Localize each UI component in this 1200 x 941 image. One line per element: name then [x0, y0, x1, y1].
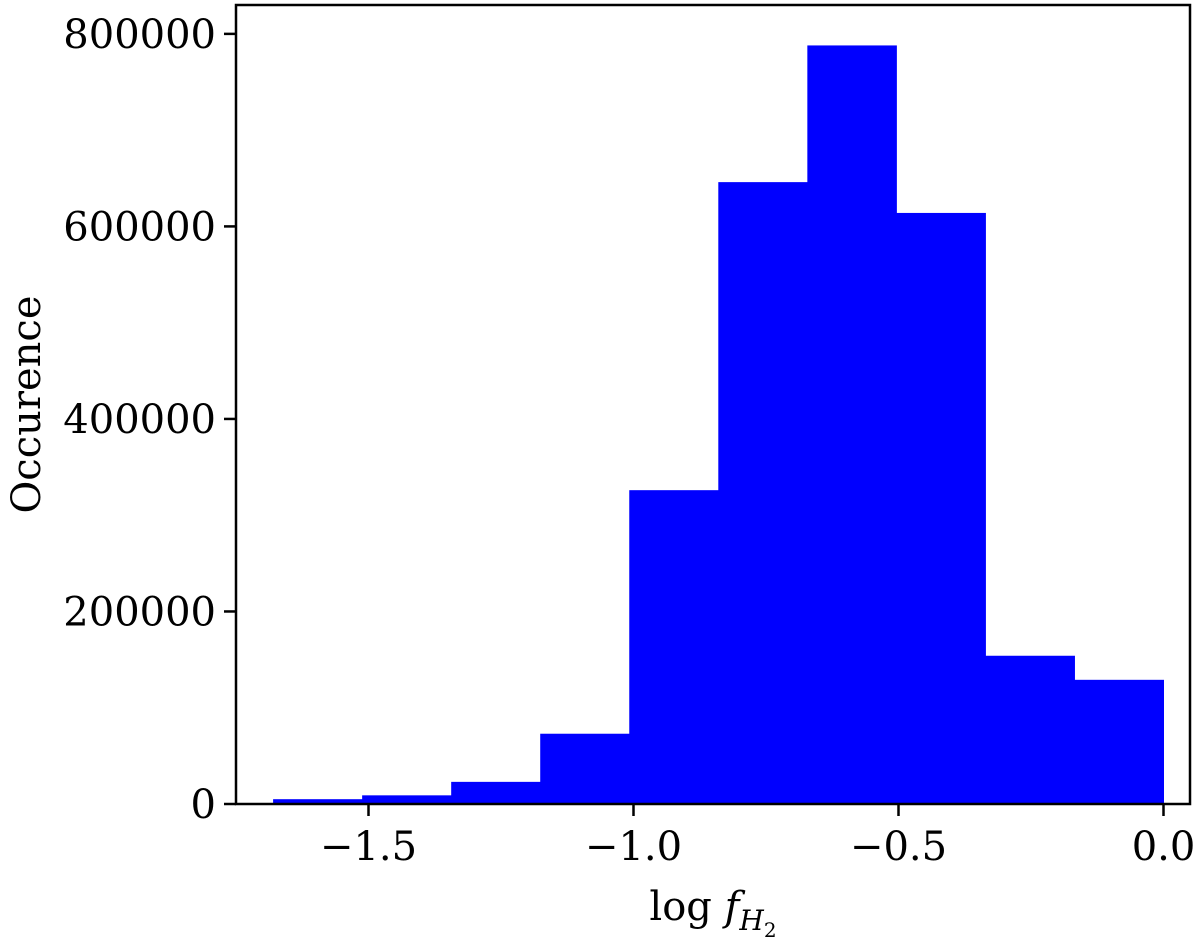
histogram-bar — [1074, 679, 1164, 804]
y-axis-ticks: 0 200000 400000 600000 800000 — [63, 12, 236, 828]
x-axis-label: log fH2 — [649, 884, 776, 941]
histogram-bar — [629, 490, 719, 804]
y-axis-label: Occurence — [4, 296, 50, 514]
histogram-bar — [451, 781, 541, 804]
histogram-bar — [540, 733, 630, 804]
histogram-bar — [718, 182, 808, 805]
histogram-bar — [807, 45, 897, 804]
x-axis-label-subsubscript: 2 — [764, 918, 777, 941]
x-tick-label: −1.5 — [320, 824, 417, 870]
x-axis-label-subscript: H — [738, 904, 764, 937]
histogram-bars — [273, 45, 1164, 805]
y-tick-label: 0 — [191, 782, 216, 828]
histogram-bar — [362, 795, 452, 804]
y-tick-label: 800000 — [63, 12, 216, 58]
x-tick-label: −0.5 — [850, 824, 947, 870]
x-axis-label-prefix: log — [649, 884, 724, 930]
y-tick-label: 600000 — [63, 204, 216, 250]
y-tick-label: 200000 — [63, 589, 216, 635]
x-tick-label: −1.0 — [585, 824, 682, 870]
x-tick-label: 0.0 — [1132, 824, 1196, 870]
plot-frame — [234, 3, 1192, 806]
y-tick-label: 400000 — [63, 397, 216, 443]
histogram-bar — [896, 212, 986, 805]
x-axis-ticks: −1.5 −1.0 −0.5 0.0 — [320, 804, 1195, 870]
histogram-bar — [985, 655, 1075, 804]
histogram-bar — [273, 799, 363, 804]
